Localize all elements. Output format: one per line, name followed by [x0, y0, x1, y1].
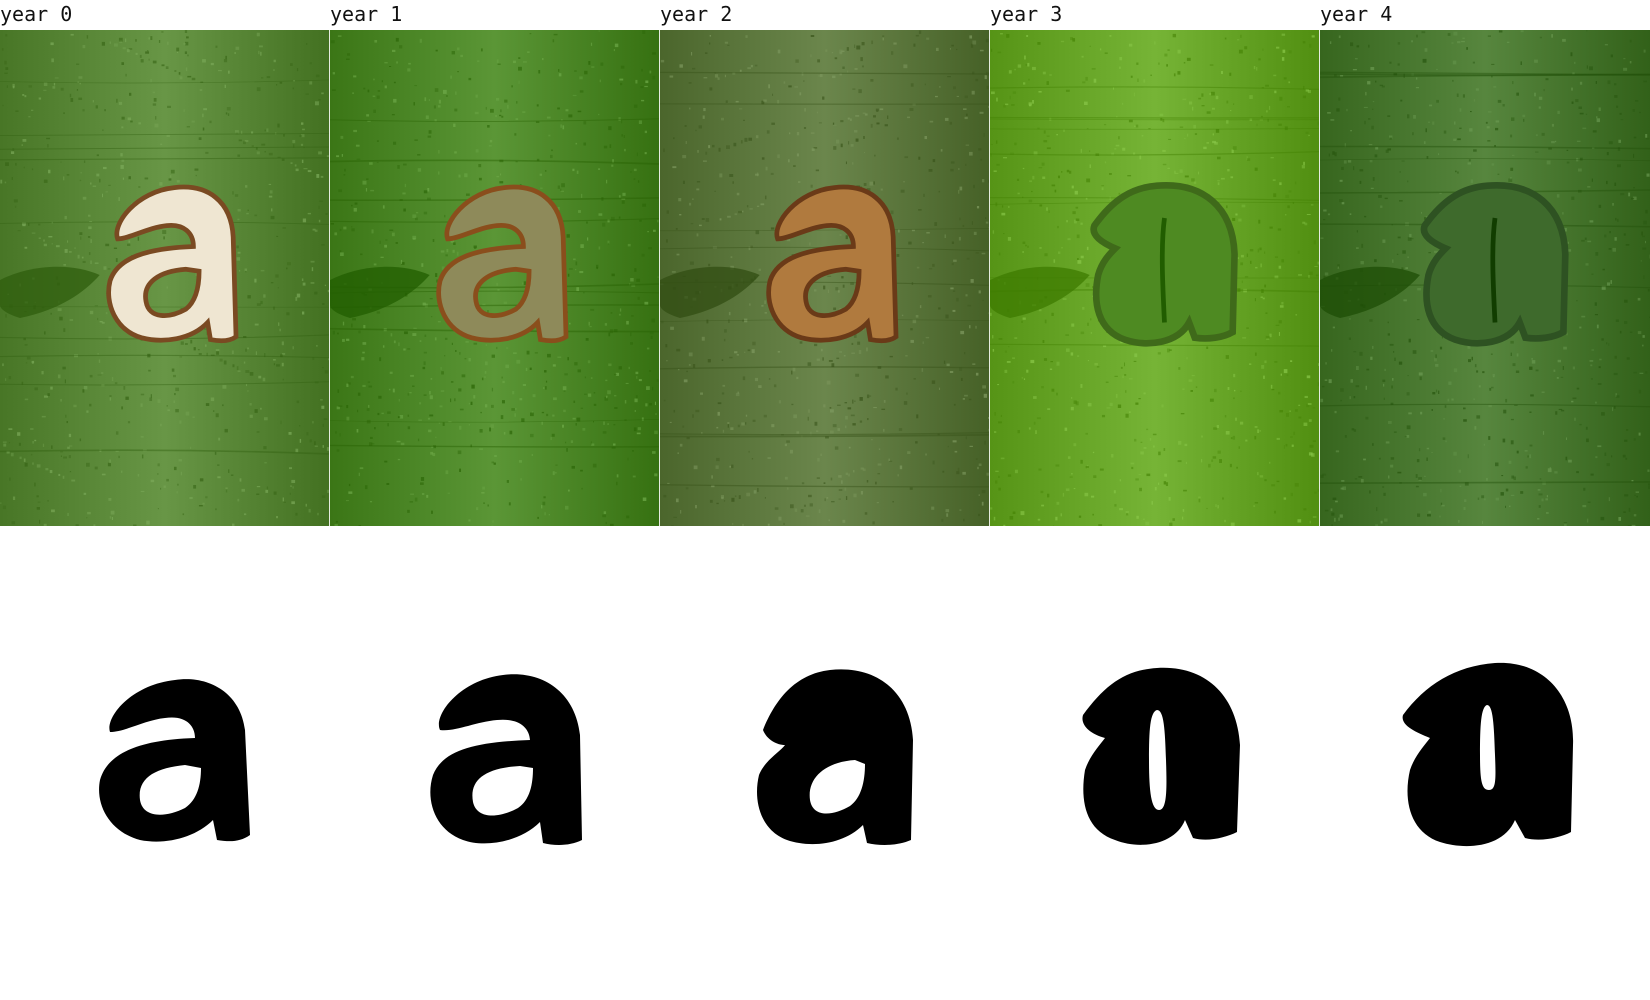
year-labels: year 0 year 1 year 2 year 3 year 4: [0, 0, 1650, 30]
glyph-year-2: [715, 660, 935, 890]
letter-a-glyph: [430, 674, 582, 845]
glyph-year-4: [1375, 660, 1595, 890]
glyph-evolution-row: [0, 660, 1650, 900]
year-label-1: year 1: [330, 2, 403, 26]
glyph-year-1: [385, 660, 605, 890]
glyph-year-0: [55, 660, 275, 890]
bark-photo-year-1: [330, 30, 660, 526]
letter-a-glyph: [99, 679, 251, 842]
letter-a-glyph: [757, 669, 913, 845]
bark-photo-year-0: [0, 30, 330, 526]
bark-photo-year-3: [990, 30, 1320, 526]
bark-photo-year-4: [1320, 30, 1650, 526]
year-label-2: year 2: [660, 2, 733, 26]
year-label-4: year 4: [1320, 2, 1393, 26]
glyph-year-3: [1045, 660, 1265, 890]
letter-a-glyph: [1402, 662, 1574, 847]
bark-photo-strip: [0, 30, 1650, 526]
year-label-0: year 0: [0, 2, 73, 26]
year-label-3: year 3: [990, 2, 1063, 26]
bark-photo-year-2: [660, 30, 990, 526]
letter-a-glyph: [1082, 667, 1240, 845]
